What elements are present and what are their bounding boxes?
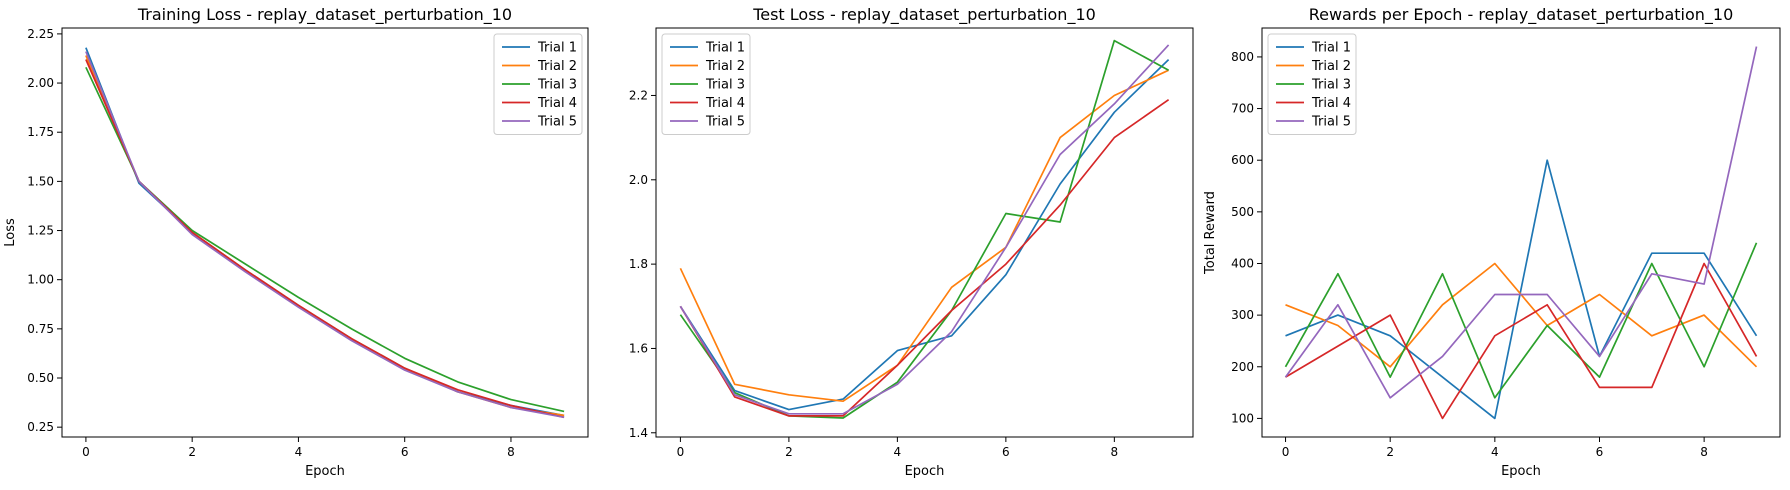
legend-label: Trial 1 bbox=[537, 41, 577, 56]
y-tick-label: 1.4 bbox=[629, 426, 648, 440]
y-tick-label: 600 bbox=[1231, 153, 1254, 167]
x-axis-label: Epoch bbox=[905, 464, 945, 479]
rewards-panel: Rewards per Epoch - replay_dataset_pertu… bbox=[1203, 5, 1781, 479]
series-line-trial-2 bbox=[679, 69, 1169, 403]
series-line-trial-5 bbox=[85, 51, 565, 419]
series-line-trial-1 bbox=[1285, 159, 1758, 420]
y-tick-label: 800 bbox=[1231, 50, 1254, 64]
legend-label: Trial 5 bbox=[537, 115, 577, 130]
series-line-trial-4 bbox=[679, 99, 1170, 417]
series-line-trial-5 bbox=[1284, 46, 1758, 399]
training-loss-panel: Training Loss - replay_dataset_perturbat… bbox=[3, 5, 589, 479]
y-tick-label: 0.25 bbox=[27, 420, 54, 434]
x-tick-label: 4 bbox=[894, 445, 902, 459]
series-line-trial-3 bbox=[85, 66, 565, 413]
series-line-trial-3 bbox=[679, 39, 1170, 419]
series-line-trial-2 bbox=[85, 55, 565, 417]
legend-label: Trial 3 bbox=[1311, 78, 1351, 93]
y-tick-label: 700 bbox=[1231, 102, 1254, 116]
series-line-trial-4 bbox=[1285, 262, 1758, 420]
x-axis-label: Epoch bbox=[305, 464, 345, 479]
y-tick-label: 1.6 bbox=[629, 341, 648, 355]
x-tick-label: 2 bbox=[188, 445, 196, 459]
y-tick-label: 400 bbox=[1231, 256, 1254, 270]
y-tick-label: 500 bbox=[1231, 205, 1254, 219]
y-tick-label: 1.75 bbox=[27, 125, 54, 139]
y-tick-label: 2.00 bbox=[27, 76, 54, 90]
y-axis-label: Total Reward bbox=[1203, 191, 1218, 275]
legend-label: Trial 5 bbox=[1311, 115, 1351, 130]
panel-title: Training Loss - replay_dataset_perturbat… bbox=[137, 5, 512, 25]
x-tick-label: 6 bbox=[1002, 445, 1010, 459]
x-tick-label: 8 bbox=[507, 445, 515, 459]
legend-label: Trial 2 bbox=[537, 59, 577, 74]
legend-label: Trial 3 bbox=[537, 78, 577, 93]
series-line-trial-2 bbox=[1285, 262, 1758, 368]
y-tick-label: 200 bbox=[1231, 360, 1254, 374]
axes-frame bbox=[1261, 27, 1781, 438]
y-tick-label: 1.8 bbox=[629, 257, 648, 271]
y-tick-label: 300 bbox=[1231, 308, 1254, 322]
x-tick-label: 6 bbox=[401, 445, 409, 459]
y-tick-label: 2.25 bbox=[27, 27, 54, 41]
x-tick-label: 4 bbox=[1491, 445, 1499, 459]
y-tick-label: 0.50 bbox=[27, 371, 54, 385]
x-tick-label: 8 bbox=[1111, 445, 1119, 459]
legend: Trial 1 Trial 2 Trial 3 Trial 4 Trial 5 bbox=[1267, 33, 1357, 135]
legend-label: Trial 4 bbox=[1311, 96, 1351, 111]
legend-box bbox=[1267, 33, 1357, 135]
x-tick-label: 0 bbox=[1282, 445, 1290, 459]
y-tick-label: 2.2 bbox=[629, 88, 648, 102]
y-tick-label: 2.0 bbox=[629, 173, 648, 187]
legend-box bbox=[493, 33, 583, 135]
legend-label: Trial 5 bbox=[705, 115, 745, 130]
x-tick-label: 8 bbox=[1700, 445, 1708, 459]
x-tick-label: 0 bbox=[677, 445, 685, 459]
legend-label: Trial 2 bbox=[1311, 59, 1351, 74]
axes-frame bbox=[61, 27, 589, 438]
axes-frame bbox=[655, 27, 1194, 438]
y-tick-label: 100 bbox=[1231, 411, 1254, 425]
x-tick-label: 2 bbox=[785, 445, 793, 459]
legend-label: Trial 3 bbox=[705, 78, 745, 93]
series-line-trial-4 bbox=[85, 59, 565, 419]
legend-box bbox=[661, 33, 751, 135]
x-tick-label: 0 bbox=[82, 445, 90, 459]
series-line-trial-3 bbox=[1284, 242, 1758, 399]
legend: Trial 1 Trial 2 Trial 3 Trial 4 Trial 5 bbox=[493, 33, 583, 135]
panel-title: Test Loss - replay_dataset_perturbation_… bbox=[752, 5, 1096, 25]
legend-label: Trial 4 bbox=[537, 96, 577, 111]
x-axis-label: Epoch bbox=[1501, 464, 1541, 479]
y-axis-label: Loss bbox=[3, 218, 18, 247]
y-tick-label: 1.50 bbox=[27, 174, 54, 188]
y-tick-label: 0.75 bbox=[27, 322, 54, 336]
x-tick-label: 2 bbox=[1386, 445, 1394, 459]
series-line-trial-1 bbox=[85, 47, 565, 417]
y-tick-label: 1.00 bbox=[27, 273, 54, 287]
legend: Trial 1 Trial 2 Trial 3 Trial 4 Trial 5 bbox=[661, 33, 751, 135]
x-tick-label: 4 bbox=[295, 445, 303, 459]
legend-label: Trial 1 bbox=[1311, 41, 1351, 56]
series-line-trial-5 bbox=[679, 44, 1170, 415]
y-tick-label: 1.25 bbox=[27, 224, 54, 238]
test-loss-panel: Test Loss - replay_dataset_perturbation_… bbox=[629, 5, 1194, 479]
legend-label: Trial 4 bbox=[705, 96, 745, 111]
panel-title: Rewards per Epoch - replay_dataset_pertu… bbox=[1309, 5, 1734, 25]
series-line-trial-1 bbox=[679, 58, 1170, 411]
x-tick-label: 6 bbox=[1596, 445, 1604, 459]
legend-label: Trial 2 bbox=[705, 59, 745, 74]
legend-label: Trial 1 bbox=[705, 41, 745, 56]
